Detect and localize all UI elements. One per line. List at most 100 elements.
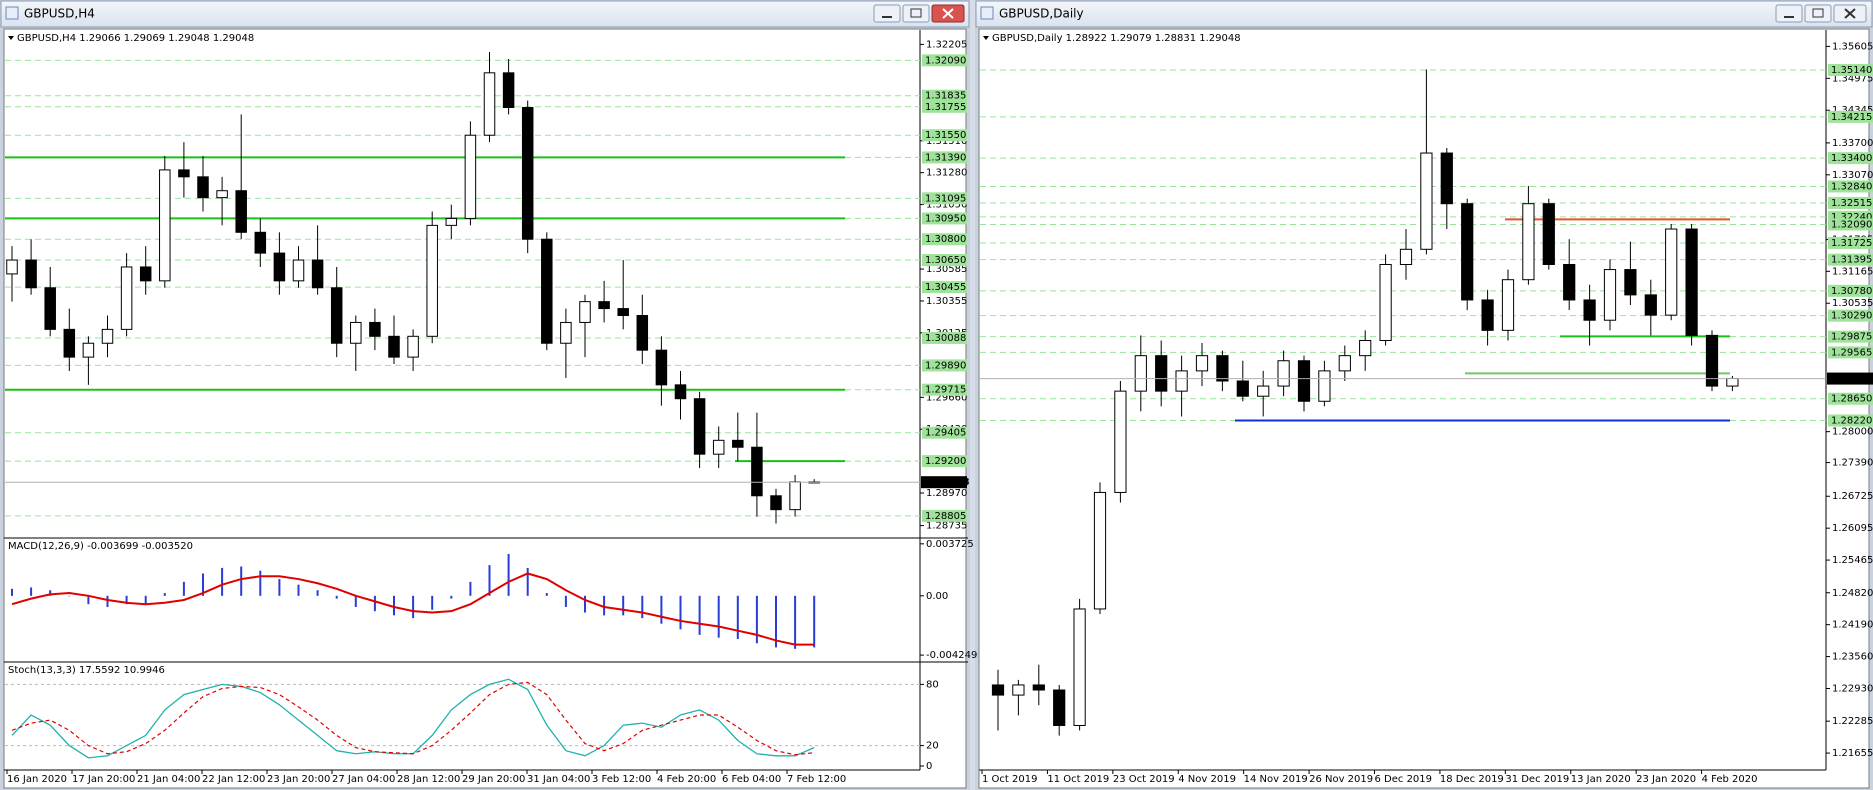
window-title: GBPUSD,H4 (24, 7, 95, 21)
level-label-box (922, 233, 967, 246)
price-tick-label: 1.30535 (1832, 298, 1873, 309)
level-label: 1.29875 (1831, 332, 1872, 343)
macd-bar (335, 595, 338, 599)
pane-label: MACD(12,26,9) -0.003699 -0.003520 (8, 541, 193, 552)
level-label: 1.31390 (925, 152, 966, 163)
level-label: 1.31550 (925, 130, 966, 141)
macd-bar (450, 595, 453, 599)
macd-bar (240, 566, 243, 596)
current-price-box (1827, 372, 1873, 385)
level-label-box (1828, 196, 1873, 209)
window-buttons[interactable] (873, 4, 965, 23)
time-label: 18 Dec 2019 (1440, 774, 1504, 785)
window-buttons[interactable] (1775, 4, 1867, 23)
candle-body (712, 439, 725, 455)
macd-bar (87, 595, 90, 605)
macd-bar (641, 595, 644, 619)
candle-body (350, 321, 362, 344)
macd-bar (813, 595, 816, 648)
candle-body (1399, 248, 1413, 265)
price-tick-label: 1.30355 (926, 296, 967, 307)
candle-body (1522, 203, 1535, 281)
window-title: GBPUSD,Daily (999, 7, 1084, 21)
pane-tick-label: 20 (926, 741, 939, 752)
level-label-box (922, 383, 967, 396)
macd-bar (679, 595, 682, 630)
level-label: 1.32240 (1831, 212, 1872, 223)
level-label: 1.28220 (1831, 416, 1872, 427)
macd-bar (698, 595, 701, 635)
candle-body (1195, 355, 1209, 372)
candle-body (1134, 355, 1147, 392)
candle-body (732, 439, 744, 448)
price-tick-label: 1.28735 (926, 521, 967, 532)
price-tick-label: 1.22930 (1832, 683, 1873, 694)
candle-body (1155, 355, 1168, 392)
candle-body (426, 224, 438, 337)
time-label: 31 Jan 04:00 (527, 774, 590, 785)
candle-body (464, 134, 477, 219)
macd-bar (106, 595, 109, 607)
candle-body (1236, 380, 1249, 397)
price-tick-label: 1.23560 (1832, 652, 1873, 663)
candle-body (44, 287, 56, 330)
candle-body (1093, 491, 1107, 610)
candle-body (1032, 684, 1045, 691)
candle-body (1583, 299, 1596, 321)
macd-bar (775, 595, 777, 648)
pane-tick-label: 80 (926, 679, 939, 690)
level-label: 1.31095 (925, 193, 966, 204)
price-tick-label: 1.31050 (926, 200, 967, 211)
level-label-box (1828, 309, 1873, 322)
candle-body (617, 308, 629, 317)
price-tick-label: 1.35605 (1832, 41, 1873, 52)
candle-body (1501, 279, 1515, 331)
time-label: 1 Oct 2019 (982, 774, 1037, 785)
price-tick-label: 1.31280 (926, 168, 967, 179)
level-label: 1.33400 (1831, 153, 1872, 164)
candle-body (254, 231, 267, 254)
level-label-box (922, 331, 967, 344)
macd-bar (182, 581, 185, 596)
price-tick-label: 1.33070 (1832, 170, 1873, 181)
time-label: 23 Jan 20:00 (267, 774, 330, 785)
macd-bar (30, 587, 33, 596)
candle-body (25, 259, 37, 289)
level-label-box (922, 54, 967, 67)
price-tick-label: 1.32205 (926, 39, 967, 50)
time-label: 31 Dec 2019 (1505, 774, 1569, 785)
level-label-box (922, 129, 967, 142)
macd-bar (373, 595, 376, 612)
current-price-label: 1.29048 (924, 477, 970, 488)
candle-body (6, 259, 18, 275)
level-label-box (922, 359, 967, 372)
candle-body (159, 169, 171, 282)
header-arrow (8, 36, 14, 40)
level-label: 1.30800 (925, 234, 966, 245)
time-label: 7 Feb 12:00 (787, 774, 846, 785)
macd-bar (259, 570, 262, 596)
macd-bar (564, 595, 567, 607)
pane-tick-label: -0.004249 (926, 650, 977, 661)
price-tick-label: 1.31165 (1832, 266, 1873, 277)
level-label-box (922, 212, 967, 225)
stoch-signal (11, 681, 815, 756)
macd-bar (49, 590, 52, 596)
level-label: 1.29405 (925, 428, 966, 439)
time-label: 22 Jan 12:00 (202, 774, 265, 785)
level-label-box (922, 254, 967, 267)
candle-body (770, 495, 782, 511)
candle-body (388, 335, 400, 358)
macd-bar (755, 595, 758, 644)
time-label: 6 Feb 04:00 (722, 774, 781, 785)
level-label: 1.34215 (1831, 112, 1872, 123)
macd-bar (412, 595, 415, 619)
macd-bar (144, 595, 147, 605)
time-label: 17 Jan 20:00 (72, 774, 135, 785)
time-label: 26 Nov 2019 (1309, 774, 1373, 785)
macd-bar (488, 565, 491, 596)
price-tick-label: 1.24820 (1832, 588, 1873, 599)
candle-body (560, 321, 572, 344)
candle-body (1318, 370, 1331, 402)
candle-body (1379, 263, 1392, 341)
